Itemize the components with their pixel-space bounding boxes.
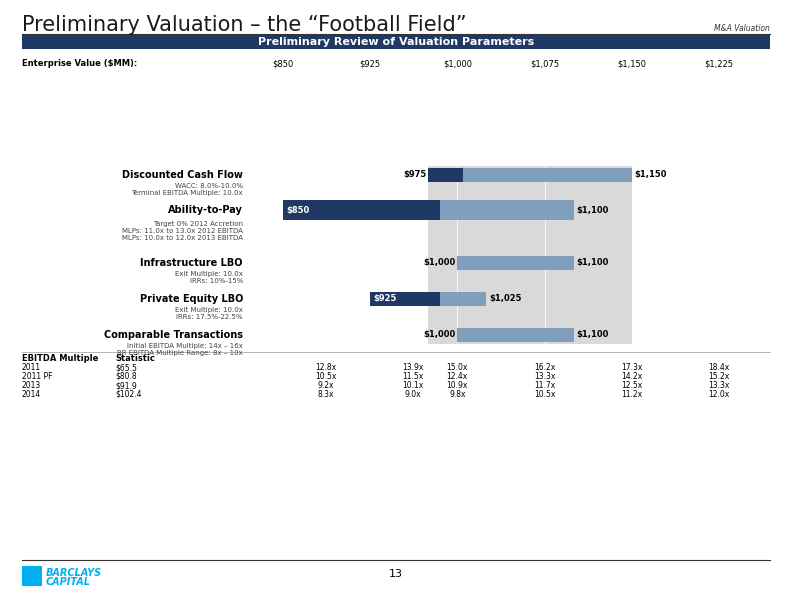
Bar — [457, 328, 573, 342]
Text: 11.7x: 11.7x — [534, 381, 555, 390]
Text: 13.9x: 13.9x — [402, 363, 424, 372]
Text: 12.8x: 12.8x — [315, 363, 337, 372]
Text: Exit Multiple: 10.0x: Exit Multiple: 10.0x — [175, 307, 243, 313]
Text: 10.9x: 10.9x — [447, 381, 468, 390]
Text: 9.8x: 9.8x — [449, 390, 466, 399]
Text: 13.3x: 13.3x — [708, 381, 729, 390]
Text: 18.4x: 18.4x — [708, 363, 729, 372]
Text: 2011 PF: 2011 PF — [22, 372, 52, 381]
Text: Preliminary Review of Valuation Parameters: Preliminary Review of Valuation Paramete… — [258, 37, 534, 47]
Text: $1,100: $1,100 — [577, 206, 609, 214]
Text: 8.3x: 8.3x — [318, 390, 334, 399]
Text: $1,150: $1,150 — [634, 171, 667, 179]
Text: $1,075: $1,075 — [530, 59, 559, 68]
Text: IRRs: 10%-15%: IRRs: 10%-15% — [189, 278, 243, 284]
Text: WACC: 8.0%-10.0%: WACC: 8.0%-10.0% — [175, 183, 243, 189]
Text: 14.2x: 14.2x — [621, 372, 642, 381]
Text: 15.2x: 15.2x — [708, 372, 729, 381]
Text: $102.4: $102.4 — [115, 390, 142, 399]
Text: $1,100: $1,100 — [577, 330, 609, 340]
Bar — [22, 35, 770, 49]
Text: 10.5x: 10.5x — [534, 390, 555, 399]
Text: BARCLAYS: BARCLAYS — [46, 568, 102, 578]
Text: 11.2x: 11.2x — [621, 390, 642, 399]
Text: $1,100: $1,100 — [577, 258, 609, 267]
Text: $1,150: $1,150 — [617, 59, 646, 68]
Text: Exit Multiple: 10.0x: Exit Multiple: 10.0x — [175, 271, 243, 277]
Text: Preliminary Valuation – the “Football Field”: Preliminary Valuation – the “Football Fi… — [22, 15, 466, 35]
Text: Private Equity LBO: Private Equity LBO — [139, 294, 243, 304]
Text: 13.3x: 13.3x — [534, 372, 555, 381]
Text: Initial EBITDA Multiple: 14x – 16x: Initial EBITDA Multiple: 14x – 16x — [128, 343, 243, 349]
Text: 9.2x: 9.2x — [318, 381, 334, 390]
Text: 2011: 2011 — [22, 363, 41, 372]
Bar — [283, 200, 440, 220]
Text: Terminal EBITDA Multiple: 10.0x: Terminal EBITDA Multiple: 10.0x — [131, 190, 243, 196]
Bar — [283, 200, 573, 220]
Text: $1,000: $1,000 — [423, 258, 455, 267]
Text: $91.9: $91.9 — [115, 381, 137, 390]
Text: CAPITAL: CAPITAL — [46, 577, 91, 587]
Text: 2013: 2013 — [22, 381, 41, 390]
Text: $925: $925 — [373, 294, 397, 304]
Text: 12.4x: 12.4x — [447, 372, 468, 381]
Text: MLPs: 10.0x to 12.0x 2013 EBITDA: MLPs: 10.0x to 12.0x 2013 EBITDA — [122, 235, 243, 241]
Text: Infrastructure LBO: Infrastructure LBO — [140, 258, 243, 268]
Bar — [457, 256, 573, 270]
Text: $850: $850 — [286, 206, 309, 214]
Text: 2014: 2014 — [22, 390, 41, 399]
Bar — [370, 292, 440, 306]
Text: 17.3x: 17.3x — [621, 363, 642, 372]
Bar — [428, 168, 463, 182]
Text: EBITDA Multiple: EBITDA Multiple — [22, 354, 98, 363]
Text: M&A Valuation: M&A Valuation — [714, 24, 770, 33]
Text: $975: $975 — [403, 171, 426, 179]
Text: Enterprise Value ($MM):: Enterprise Value ($MM): — [22, 59, 137, 68]
Bar — [370, 292, 486, 306]
Text: $80.8: $80.8 — [115, 372, 137, 381]
Text: 9.0x: 9.0x — [405, 390, 421, 399]
Text: Target 0% 2012 Accretion: Target 0% 2012 Accretion — [153, 221, 243, 227]
Text: $1,025: $1,025 — [489, 294, 522, 304]
Text: 10.1x: 10.1x — [402, 381, 424, 390]
Text: Ability-to-Pay: Ability-to-Pay — [168, 205, 243, 215]
Bar — [428, 166, 632, 344]
Text: $925: $925 — [360, 59, 381, 68]
Bar — [22, 566, 42, 586]
Text: $1,225: $1,225 — [704, 59, 733, 68]
Text: Comparable Transactions: Comparable Transactions — [104, 330, 243, 340]
Text: MLPs: 11.0x to 13.0x 2012 EBITDA: MLPs: 11.0x to 13.0x 2012 EBITDA — [122, 228, 243, 234]
Text: 16.2x: 16.2x — [534, 363, 555, 372]
Text: $65.5: $65.5 — [115, 363, 137, 372]
Text: 10.5x: 10.5x — [315, 372, 337, 381]
Bar — [428, 168, 632, 182]
Text: 12.0x: 12.0x — [708, 390, 729, 399]
Text: Discounted Cash Flow: Discounted Cash Flow — [122, 170, 243, 180]
Text: 13: 13 — [389, 569, 403, 579]
Text: Statistic: Statistic — [115, 354, 155, 363]
Text: $850: $850 — [272, 59, 294, 68]
Text: $1,000: $1,000 — [443, 59, 472, 68]
Text: 15.0x: 15.0x — [447, 363, 468, 372]
Text: $1,000: $1,000 — [423, 330, 455, 340]
Text: IRRs: 17.5%-22.5%: IRRs: 17.5%-22.5% — [177, 314, 243, 320]
Text: 11.5x: 11.5x — [402, 372, 424, 381]
Text: 12.5x: 12.5x — [621, 381, 642, 390]
Text: RR EBITDA Multiple Range: 8x – 10x: RR EBITDA Multiple Range: 8x – 10x — [117, 350, 243, 356]
